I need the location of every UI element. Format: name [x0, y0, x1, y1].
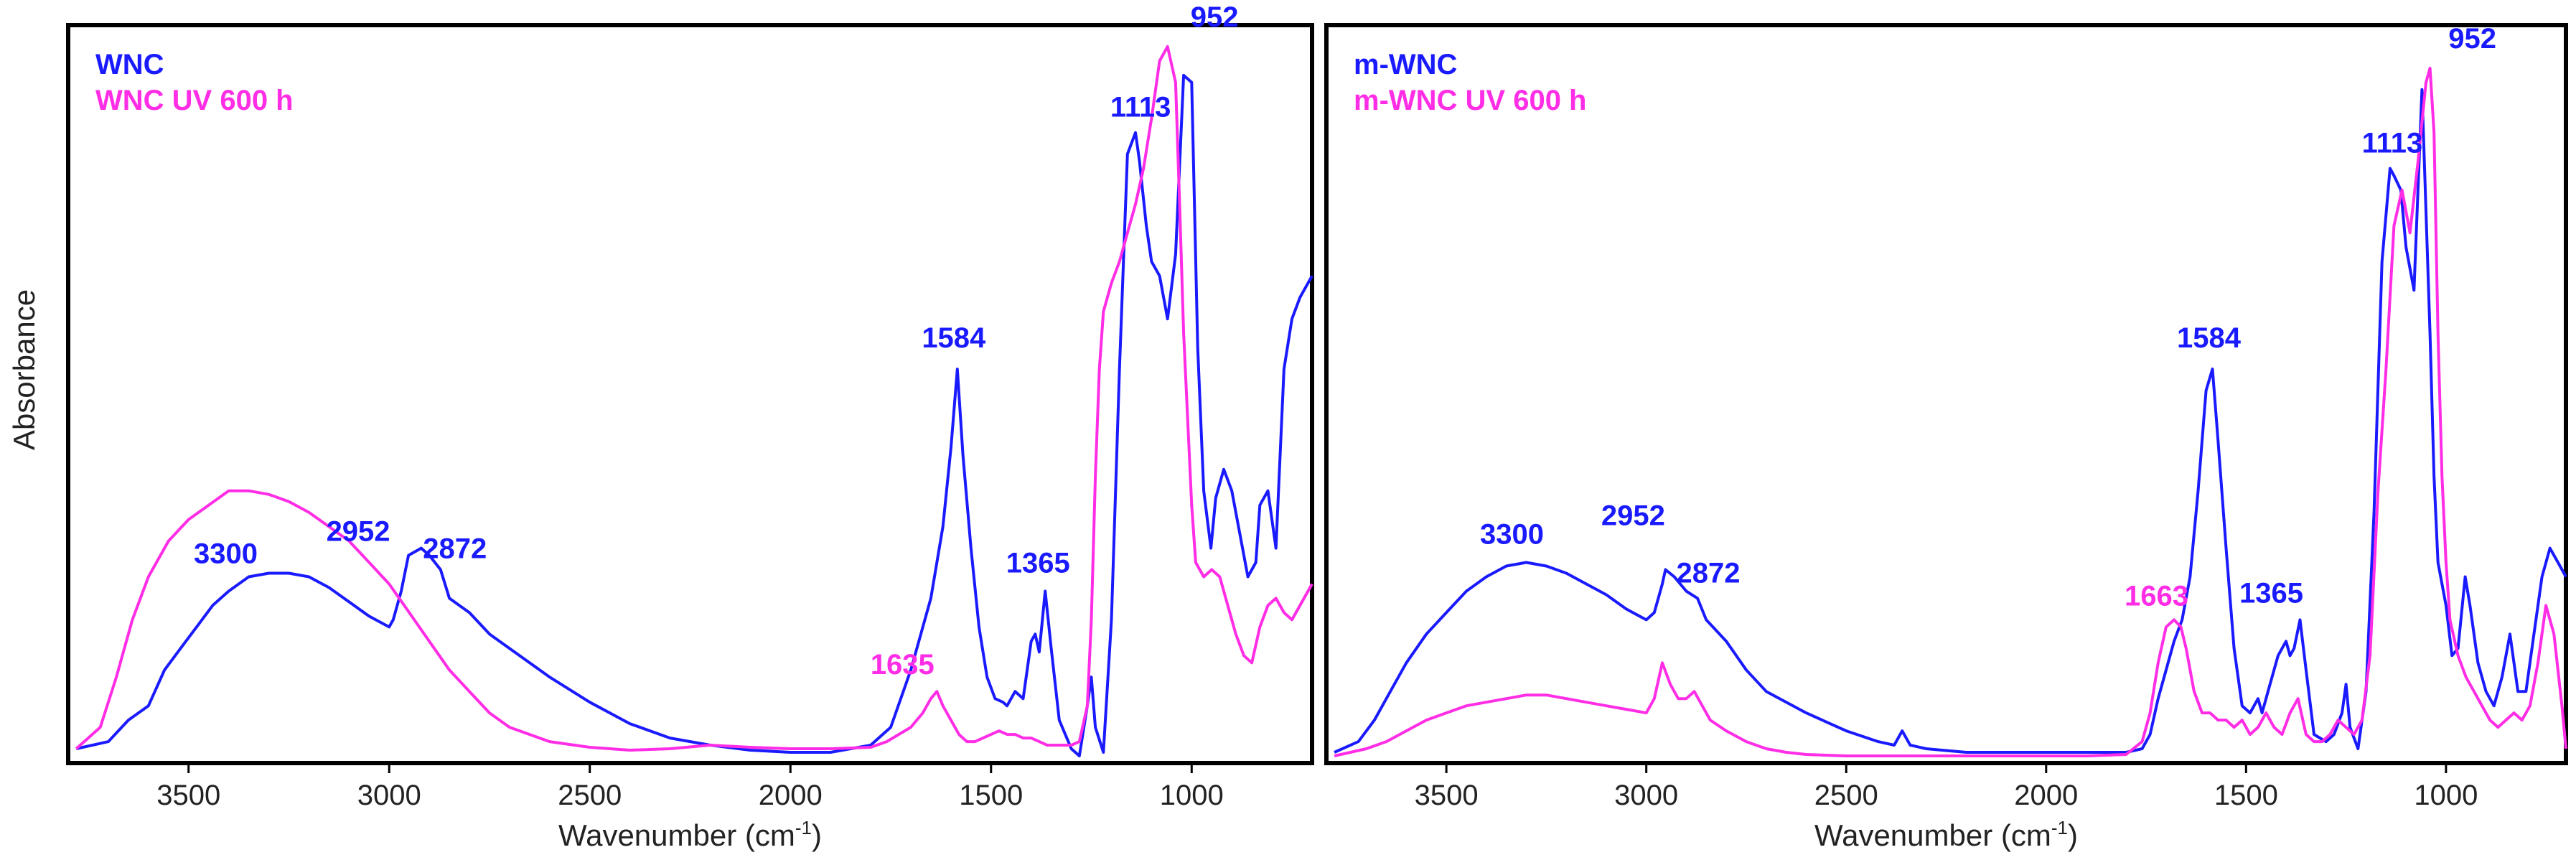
- peak-label: 1365: [2239, 577, 2303, 609]
- peak-label: 3300: [194, 538, 258, 570]
- x-tick-label: 1500: [2214, 780, 2278, 811]
- peak-label: 1113: [2362, 128, 2423, 159]
- x-tick-label: 3500: [156, 780, 220, 811]
- peak-label: 952: [2448, 23, 2496, 55]
- peak-label: 1584: [2177, 322, 2242, 354]
- peak-label: 1113: [1110, 92, 1171, 123]
- peak-label: 2872: [1676, 557, 1740, 589]
- panel-m-wnc: 3500 3000 2500 2000 1500 1000 Wavenumber (cm-1…: [1324, 23, 2568, 852]
- peak-label: 2952: [327, 516, 390, 548]
- x-axis-label: Wavenumber (cm-1): [1814, 817, 2078, 852]
- x-tick-label: 2000: [759, 780, 823, 811]
- plot-frame: [66, 23, 1314, 765]
- peak-label: 1584: [922, 322, 986, 354]
- series-line-m-wnc: [1334, 88, 2567, 754]
- x-tick-label: 1500: [959, 780, 1023, 811]
- x-tick-label: 3500: [1415, 780, 1479, 811]
- legend-entry: WNC UV 600 h: [95, 85, 294, 116]
- legend-entry: WNC: [95, 49, 164, 80]
- peak-label: 1663: [2125, 580, 2188, 612]
- peak-label: 2872: [423, 533, 487, 565]
- y-axis-label: Absorbance: [7, 289, 41, 450]
- x-axis-label: Wavenumber (cm-1): [558, 817, 822, 852]
- x-tick-label: 2500: [1814, 780, 1878, 811]
- peak-label: 2952: [1601, 500, 1665, 532]
- series-line-wnc-uv-600-h: [75, 45, 1313, 752]
- x-tick-label: 1000: [1160, 780, 1224, 811]
- legend-entry: m-WNC UV 600 h: [1354, 85, 1587, 116]
- x-tick-label: 3000: [1614, 780, 1678, 811]
- series-line-wnc: [75, 73, 1313, 757]
- legend-entry: m-WNC: [1354, 49, 1457, 80]
- x-tick-label: 1000: [2414, 780, 2478, 811]
- x-tick-label: 2500: [558, 780, 622, 811]
- x-tick-label: 2000: [2014, 780, 2078, 811]
- series-line-m-wnc-uv-600-h: [1334, 66, 2567, 757]
- plot-frame: [1324, 23, 2568, 765]
- x-tick-label: 3000: [357, 780, 421, 811]
- peak-label: 952: [1191, 1, 1239, 33]
- panel-wnc: 3500 3000 2500 2000 1500 1000 Wavenumber (cm-1…: [66, 1, 1314, 852]
- peak-label: 3300: [1480, 519, 1544, 551]
- peak-label: 1365: [1006, 547, 1070, 579]
- peak-label: 1635: [871, 649, 935, 681]
